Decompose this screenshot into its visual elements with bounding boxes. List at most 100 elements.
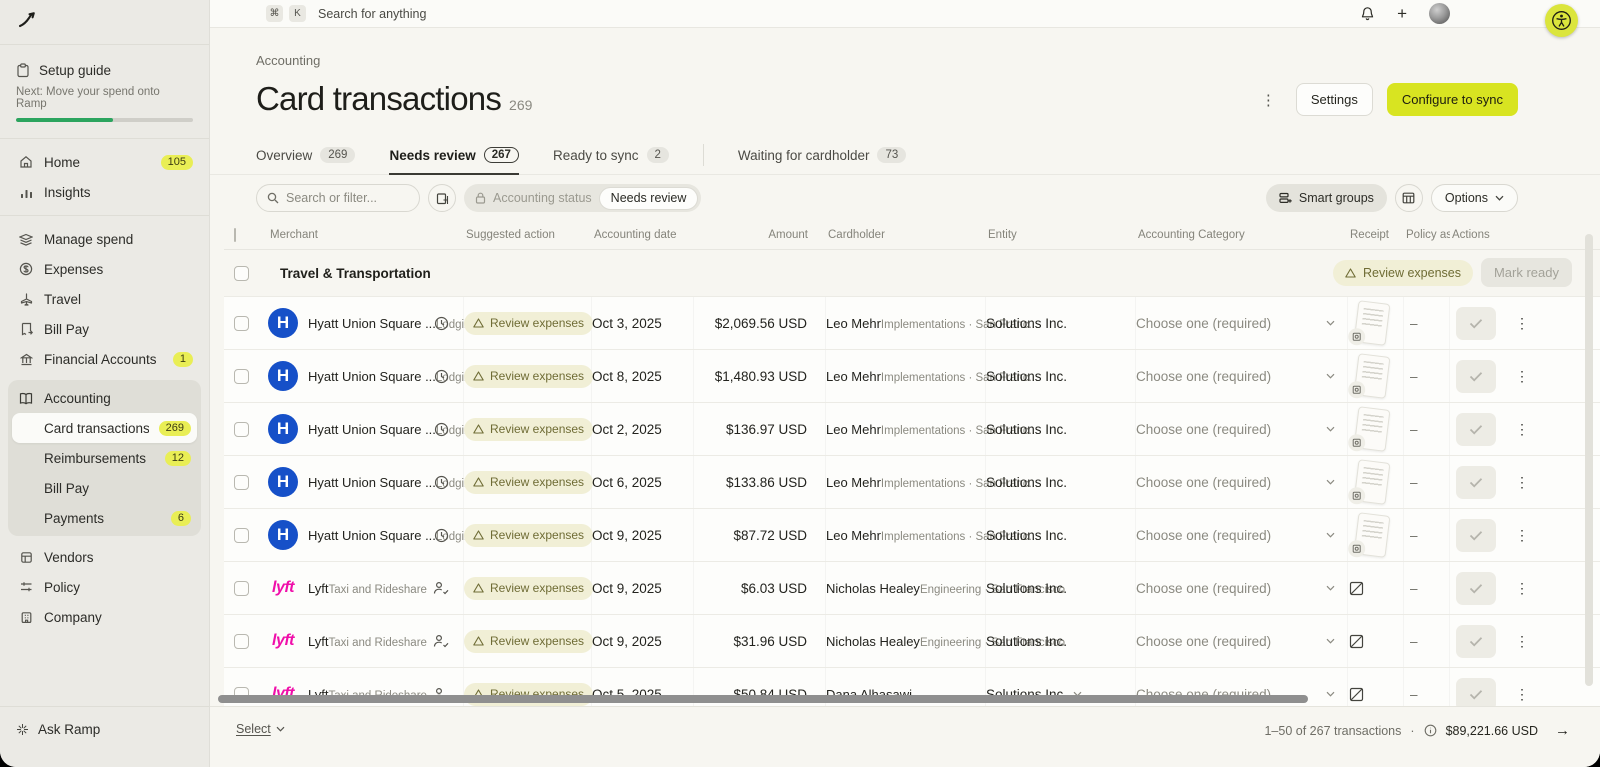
accounting-category-select[interactable]: Choose one (required)	[1136, 456, 1348, 508]
table-search-box[interactable]	[256, 184, 420, 212]
transaction-row[interactable]: H Hyatt Union Square ...Lodging Review exp…	[224, 455, 1600, 508]
sidebar-item-travel[interactable]: Travel	[8, 284, 201, 314]
notifications-bell-icon[interactable]	[1360, 6, 1375, 21]
review-expenses-badge[interactable]: Review expenses	[464, 311, 594, 335]
col-header-receipt[interactable]: Receipt	[1350, 229, 1389, 241]
col-header-merchant[interactable]: Merchant	[270, 229, 318, 241]
options-button[interactable]: Options	[1430, 184, 1518, 212]
col-header-suggested-action[interactable]: Suggested action	[466, 229, 555, 241]
row-overflow-menu-icon[interactable]: ⋮	[1515, 367, 1529, 384]
receipt-cell[interactable]	[1348, 403, 1404, 455]
accessibility-widget-button[interactable]	[1545, 4, 1578, 37]
row-overflow-menu-icon[interactable]: ⋮	[1515, 314, 1529, 331]
global-search-bar[interactable]: ⌘ K +	[210, 0, 1600, 28]
select-dropdown[interactable]: Select	[236, 722, 285, 736]
sidebar-item-payments[interactable]: Payments 6	[12, 503, 197, 533]
accounting-category-select[interactable]: Choose one (required)	[1136, 297, 1348, 349]
row-checkbox[interactable]	[234, 580, 249, 596]
row-checkbox[interactable]	[234, 633, 249, 649]
sidebar-item-reimbursements[interactable]: Reimbursements 12	[12, 443, 197, 473]
receipt-cell[interactable]	[1348, 615, 1404, 667]
row-checkbox[interactable]	[234, 421, 249, 437]
receipt-thumbnail[interactable]	[1348, 512, 1391, 558]
row-overflow-menu-icon[interactable]: ⋮	[1515, 579, 1529, 596]
sidebar-item-vendors[interactable]: Vendors	[8, 542, 201, 572]
tab-ready-to-sync[interactable]: Ready to sync 2	[553, 147, 669, 174]
sidebar-item-manage-spend[interactable]: Manage spend	[8, 224, 201, 254]
receipt-cell[interactable]	[1348, 668, 1404, 706]
sidebar-item-card-transactions[interactable]: Card transactions 269	[12, 413, 197, 443]
transaction-row[interactable]: lyft LyftTaxi and Rideshare Review expense…	[224, 561, 1600, 614]
receipt-cell[interactable]	[1348, 509, 1404, 561]
review-expenses-badge[interactable]: Review expenses	[464, 629, 594, 653]
ask-ramp-button[interactable]: Ask Ramp	[16, 722, 193, 737]
select-all-checkbox[interactable]	[234, 228, 236, 242]
sidebar-item-home[interactable]: Home 105	[8, 147, 201, 177]
sidebar-item-insights[interactable]: Insights	[8, 177, 201, 207]
mark-ready-check-button[interactable]	[1456, 571, 1496, 605]
receipt-cell[interactable]	[1348, 350, 1404, 402]
receipt-thumbnail[interactable]	[1348, 353, 1391, 399]
sidebar-item-accounting-bill-pay[interactable]: Bill Pay	[12, 473, 197, 503]
sidebar-item-expenses[interactable]: Expenses	[8, 254, 201, 284]
horizontal-scrollbar[interactable]	[218, 695, 1308, 703]
row-checkbox[interactable]	[234, 368, 249, 384]
global-search-input[interactable]	[318, 6, 1355, 21]
row-overflow-menu-icon[interactable]: ⋮	[1515, 420, 1529, 437]
col-header-accounting-category[interactable]: Accounting Category	[1138, 229, 1245, 241]
mark-ready-check-button[interactable]	[1456, 677, 1496, 706]
saved-filters-button[interactable]	[428, 184, 456, 212]
breadcrumb[interactable]: Accounting	[256, 53, 321, 68]
row-checkbox[interactable]	[234, 315, 249, 331]
review-expenses-badge[interactable]: Review expenses	[464, 364, 594, 388]
sidebar-item-financial-accounts[interactable]: Financial Accounts 1	[8, 344, 201, 374]
sidebar-item-bill-pay[interactable]: Bill Pay	[8, 314, 201, 344]
mark-ready-check-button[interactable]	[1456, 412, 1496, 446]
next-page-arrow[interactable]: →	[1555, 722, 1570, 739]
sidebar-item-policy[interactable]: Policy	[8, 572, 201, 602]
receipt-thumbnail[interactable]	[1348, 459, 1391, 505]
accounting-category-select[interactable]: Choose one (required)	[1136, 350, 1348, 402]
mark-ready-check-button[interactable]	[1456, 359, 1496, 393]
receipt-cell[interactable]	[1348, 456, 1404, 508]
accounting-category-select[interactable]: Choose one (required)	[1136, 615, 1348, 667]
tab-waiting-for-cardholder[interactable]: Waiting for cardholder 73	[738, 147, 907, 174]
ramp-logo[interactable]	[0, 0, 209, 38]
sidebar-item-company[interactable]: Company	[8, 602, 201, 632]
user-avatar[interactable]	[1429, 3, 1450, 24]
receipt-thumbnail[interactable]	[1348, 406, 1391, 452]
row-overflow-menu-icon[interactable]: ⋮	[1515, 685, 1529, 702]
receipt-cell[interactable]	[1348, 297, 1404, 349]
row-overflow-menu-icon[interactable]: ⋮	[1515, 632, 1529, 649]
group-review-expenses-button[interactable]: Review expenses	[1333, 259, 1473, 286]
accounting-category-select[interactable]: Choose one (required)	[1136, 403, 1348, 455]
configure-to-sync-button[interactable]: Configure to sync	[1386, 83, 1518, 116]
receipt-cell[interactable]	[1348, 562, 1404, 614]
receipt-thumbnail[interactable]	[1348, 300, 1391, 346]
mark-ready-check-button[interactable]	[1456, 465, 1496, 499]
review-expenses-badge[interactable]: Review expenses	[464, 576, 594, 600]
tab-overview[interactable]: Overview 269	[256, 147, 356, 174]
group-mark-ready-button[interactable]: Mark ready	[1480, 258, 1572, 287]
row-overflow-menu-icon[interactable]: ⋮	[1515, 473, 1529, 490]
transaction-row[interactable]: lyft LyftTaxi and Rideshare Review expense…	[224, 614, 1600, 667]
row-checkbox[interactable]	[234, 527, 249, 543]
transaction-row[interactable]: H Hyatt Union Square ...Lodging Review exp…	[224, 508, 1600, 561]
col-header-actions[interactable]: Actions	[1452, 229, 1490, 241]
accounting-category-select[interactable]: Choose one (required)	[1136, 509, 1348, 561]
col-header-accounting-date[interactable]: Accounting date	[594, 229, 677, 241]
row-overflow-menu-icon[interactable]: ⋮	[1515, 526, 1529, 543]
mark-ready-check-button[interactable]	[1456, 306, 1496, 340]
col-header-amount[interactable]: Amount	[768, 229, 808, 241]
transaction-row[interactable]: H Hyatt Union Square ...Lodging Review exp…	[224, 296, 1600, 349]
col-header-cardholder[interactable]: Cardholder	[828, 229, 885, 241]
group-checkbox[interactable]	[234, 265, 249, 281]
transaction-row[interactable]: H Hyatt Union Square ...Lodging Review exp…	[224, 402, 1600, 455]
col-header-policy[interactable]: Policy ass	[1406, 229, 1450, 241]
mark-ready-check-button[interactable]	[1456, 518, 1496, 552]
filter-chip-accounting-status[interactable]: Accounting status Needs review	[464, 184, 702, 212]
review-expenses-badge[interactable]: Review expenses	[464, 417, 594, 441]
col-header-entity[interactable]: Entity	[988, 229, 1017, 241]
info-icon[interactable]	[1424, 724, 1437, 737]
vertical-scrollbar[interactable]	[1585, 234, 1593, 686]
